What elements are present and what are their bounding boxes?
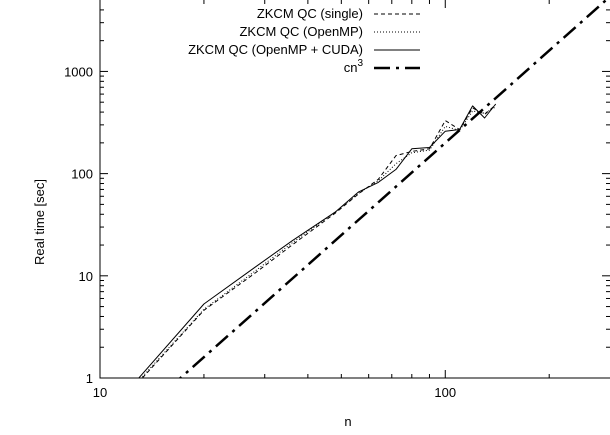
- series-line-1: [141, 104, 497, 378]
- y-tick-label: 1: [86, 371, 93, 386]
- legend-label-2: ZKCM QC (OpenMP): [239, 24, 363, 39]
- x-tick-label: 100: [434, 385, 456, 400]
- y-axis-label: Real time [sec]: [32, 179, 47, 265]
- y-tick-label: 1000: [64, 64, 93, 79]
- plot-frame: [99, 0, 610, 379]
- series-line-3: [138, 103, 497, 378]
- legend-label-1: ZKCM QC (single): [257, 6, 363, 21]
- plot-area: [99, 0, 610, 379]
- y-tick-label: 10: [79, 269, 93, 284]
- series-lines: [138, 0, 609, 378]
- x-axis-label: n: [344, 414, 351, 429]
- legend-label-4: cn3: [344, 58, 364, 75]
- legend: ZKCM QC (single) ZKCM QC (OpenMP) ZKCM QC …: [188, 6, 420, 75]
- series-line-2: [140, 106, 496, 378]
- x-tick-label: 10: [93, 385, 107, 400]
- series-line-4: [178, 0, 609, 378]
- y-tick-label: 100: [71, 167, 93, 182]
- legend-label-3: ZKCM QC (OpenMP + CUDA): [188, 42, 363, 57]
